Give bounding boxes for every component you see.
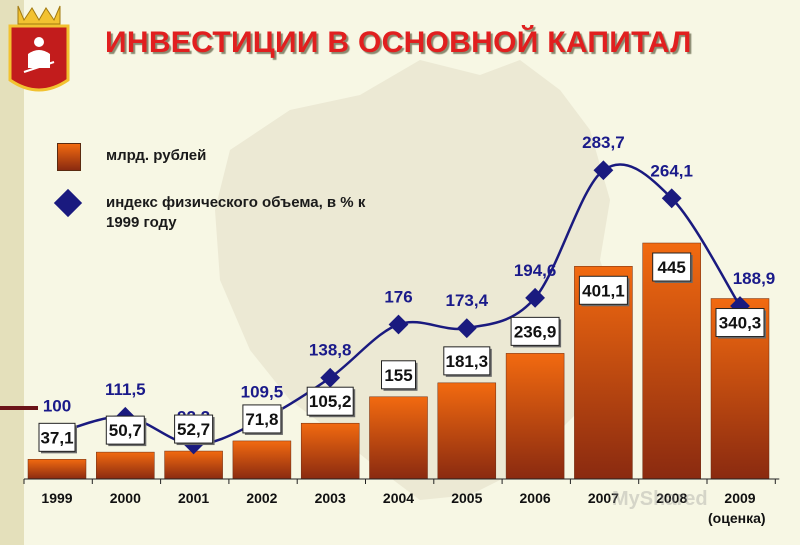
bar-value-label: 52,7 (177, 420, 210, 439)
bar-value-label: 181,3 (446, 352, 489, 371)
bar-label-box (381, 360, 416, 390)
bar-label-box (443, 346, 491, 376)
x-tick-label-2000: 2000 (110, 490, 141, 506)
bar-2001 (164, 450, 223, 480)
bar-label-box (652, 252, 692, 282)
legend-bar-swatch (57, 143, 81, 171)
index-point-2006 (525, 287, 545, 308)
watermark: MyShared (612, 488, 708, 510)
x-tick-label-2007: 2007 (588, 490, 619, 506)
bar-value-label: 401,1 (582, 281, 625, 300)
index-point-2003 (320, 367, 341, 388)
index-value-label: 138,8 (309, 341, 352, 360)
x-tick-label-2004: 2004 (383, 490, 414, 506)
index-value-label: 264,1 (650, 161, 693, 180)
index-value-label: 176 (384, 287, 412, 306)
x-tick-label-2006: 2006 (520, 490, 551, 506)
x-tick-label-2003: 2003 (315, 490, 346, 506)
bar-value-label: 445 (658, 258, 686, 277)
x-tick-label-2001: 2001 (178, 490, 209, 506)
legend-bars-label: млрд. рублей (106, 147, 207, 164)
bar-value-label: 50,7 (109, 421, 142, 440)
left-decor-line (0, 406, 38, 410)
index-point-2005 (456, 318, 477, 339)
bar-2000 (96, 451, 155, 480)
left-decor-band (0, 0, 24, 545)
bar-label-box (578, 275, 628, 305)
index-value-label: 173,4 (446, 291, 489, 310)
index-value-label: 111,5 (105, 380, 146, 399)
bar-label-box (510, 316, 560, 346)
bar-2005 (437, 382, 497, 480)
index-value-label: 109,5 (241, 383, 284, 402)
x-tick-label-1999: 1999 (41, 490, 72, 506)
index-point-2004 (388, 314, 409, 335)
bar-value-label: 155 (384, 366, 412, 385)
x-tick-label-2009: 2009 (724, 490, 755, 506)
x-tick-label-2005: 2005 (451, 490, 482, 506)
bar-label-box (715, 308, 765, 338)
bar-label-box (105, 415, 145, 445)
bar-label-box (174, 414, 214, 444)
bar-value-label: 236,9 (514, 322, 557, 341)
bar-value-label: 105,2 (309, 392, 352, 411)
bar-1999 (27, 459, 87, 480)
x-tick-label-2002: 2002 (246, 490, 277, 506)
x-tick-label-2008: 2008 (656, 490, 687, 506)
bar-label-box (306, 386, 354, 416)
coat-of-arms-icon (8, 5, 70, 92)
bar-2004 (369, 396, 428, 480)
estimate-note: (оценка) (708, 510, 766, 526)
legend-line-label: индекс физического объема, в % к 1999 го… (106, 194, 366, 231)
bar-label-box (38, 422, 76, 452)
bar-label-box (242, 404, 282, 434)
index-value-label: 283,7 (582, 133, 625, 152)
bar-value-label: 71,8 (245, 410, 278, 429)
bar-value-label: 340,3 (719, 314, 762, 333)
bar-2006 (505, 353, 565, 480)
bar-2002 (232, 440, 292, 480)
index-value-label: 194,6 (514, 261, 557, 280)
bar-value-label: 37,1 (40, 428, 73, 447)
index-value-label: 100 (43, 396, 71, 415)
index-value-label: 188,9 (733, 269, 776, 288)
bar-2003 (300, 422, 360, 480)
page-title: ИНВЕСТИЦИИ В ОСНОВНОЙ КАПИТАЛ (105, 26, 692, 59)
